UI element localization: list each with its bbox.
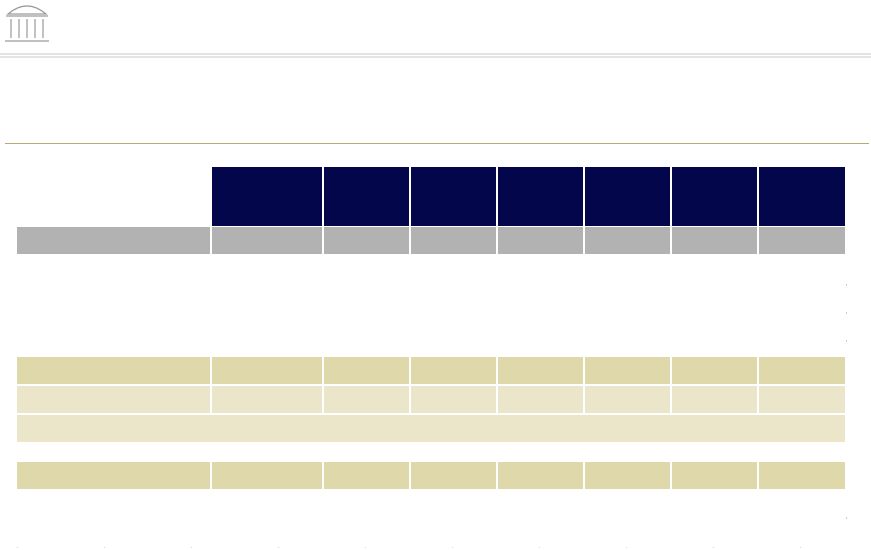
- row-cell: [212, 227, 322, 254]
- header-cell: [585, 167, 670, 226]
- header-cell: [759, 167, 845, 226]
- logo: [5, 5, 49, 42]
- row-cell: [17, 386, 210, 413]
- header-cell: [324, 167, 409, 226]
- row-cell: [585, 227, 670, 254]
- marker: [846, 312, 847, 314]
- tan-row: [17, 462, 845, 489]
- table: [17, 167, 847, 548]
- logo-dome: [6, 5, 48, 15]
- row-cell: [324, 462, 409, 489]
- row-cell: [672, 462, 757, 489]
- header-cell: [672, 167, 757, 226]
- row-cell: [212, 462, 322, 489]
- row-cell: [585, 462, 670, 489]
- header-cell: [498, 167, 583, 226]
- row-cell: [498, 357, 583, 384]
- light-tan-row: [17, 386, 845, 413]
- row-cell: [212, 357, 322, 384]
- row-cell: [17, 462, 210, 489]
- marker: [846, 284, 847, 286]
- row-cell: [212, 386, 322, 413]
- gray-row: [17, 227, 845, 254]
- row-cell: [498, 386, 583, 413]
- marker: [846, 340, 847, 342]
- row-cell: [759, 462, 845, 489]
- row-cell: [411, 227, 496, 254]
- tan-row: [17, 357, 845, 384]
- row-cell: [759, 227, 845, 254]
- row-cell: [324, 357, 409, 384]
- row-cell: [411, 386, 496, 413]
- light-tan-full-row: [17, 415, 845, 442]
- row-cell: [672, 386, 757, 413]
- row-cell: [411, 462, 496, 489]
- header-cell: [212, 167, 322, 226]
- row-cell: [498, 227, 583, 254]
- header-cell: [411, 167, 496, 226]
- row-cell: [17, 227, 210, 254]
- row-markers: [846, 284, 847, 519]
- row-cell: [672, 357, 757, 384]
- row-cell: [17, 357, 210, 384]
- row-cell: [585, 386, 670, 413]
- row-cell: [324, 386, 409, 413]
- row-cell: [498, 462, 583, 489]
- row-cell: [672, 227, 757, 254]
- row-cell: [411, 357, 496, 384]
- header-row: [212, 167, 845, 226]
- marker: [846, 517, 847, 519]
- row-cell: [759, 386, 845, 413]
- row-cell: [585, 357, 670, 384]
- row-cell: [759, 357, 845, 384]
- row-cell: [324, 227, 409, 254]
